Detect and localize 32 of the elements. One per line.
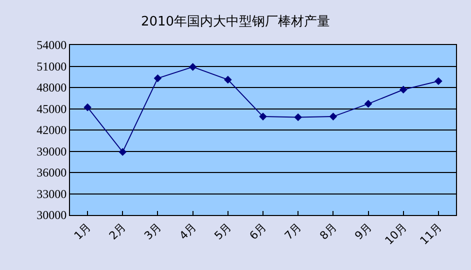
x-tick-label: 11月: [418, 220, 444, 248]
point: [224, 76, 232, 84]
x-tick-label: 5月: [212, 220, 234, 242]
x-tick-label: 9月: [352, 220, 374, 242]
y-tick-label: 30000: [36, 208, 67, 222]
y-tick-label: 48000: [36, 80, 67, 95]
point: [399, 86, 408, 94]
y-tick-label: 33000: [36, 186, 67, 201]
y-tick-label: 42000: [36, 123, 67, 138]
point: [434, 77, 442, 86]
point: [154, 74, 162, 82]
y-tick-label: 51000: [36, 59, 67, 74]
point: [188, 63, 197, 71]
x-tick-label: 7月: [282, 220, 304, 242]
point: [294, 113, 302, 122]
x-tick-label: 10月: [382, 220, 410, 248]
y-tick-label: 54000: [36, 38, 67, 52]
chart-title: 2010年国内大中型钢厂棒材产量: [140, 14, 330, 30]
y-tick-label: 36000: [36, 166, 67, 180]
point: [84, 103, 92, 112]
point: [364, 100, 372, 108]
x-tick-label: 1月: [72, 220, 94, 242]
x-tick-label: 6月: [247, 220, 270, 242]
x-tick-label: 4月: [176, 220, 199, 242]
y-tick-label: 39000: [36, 144, 67, 158]
point: [259, 112, 267, 120]
y-tick-label: 45000: [36, 102, 67, 116]
x-tick-label: 8月: [317, 220, 340, 242]
point: [118, 148, 127, 156]
x-tick-label: 3月: [142, 220, 164, 242]
x-tick-label: 2月: [106, 220, 129, 242]
point: [329, 112, 338, 120]
